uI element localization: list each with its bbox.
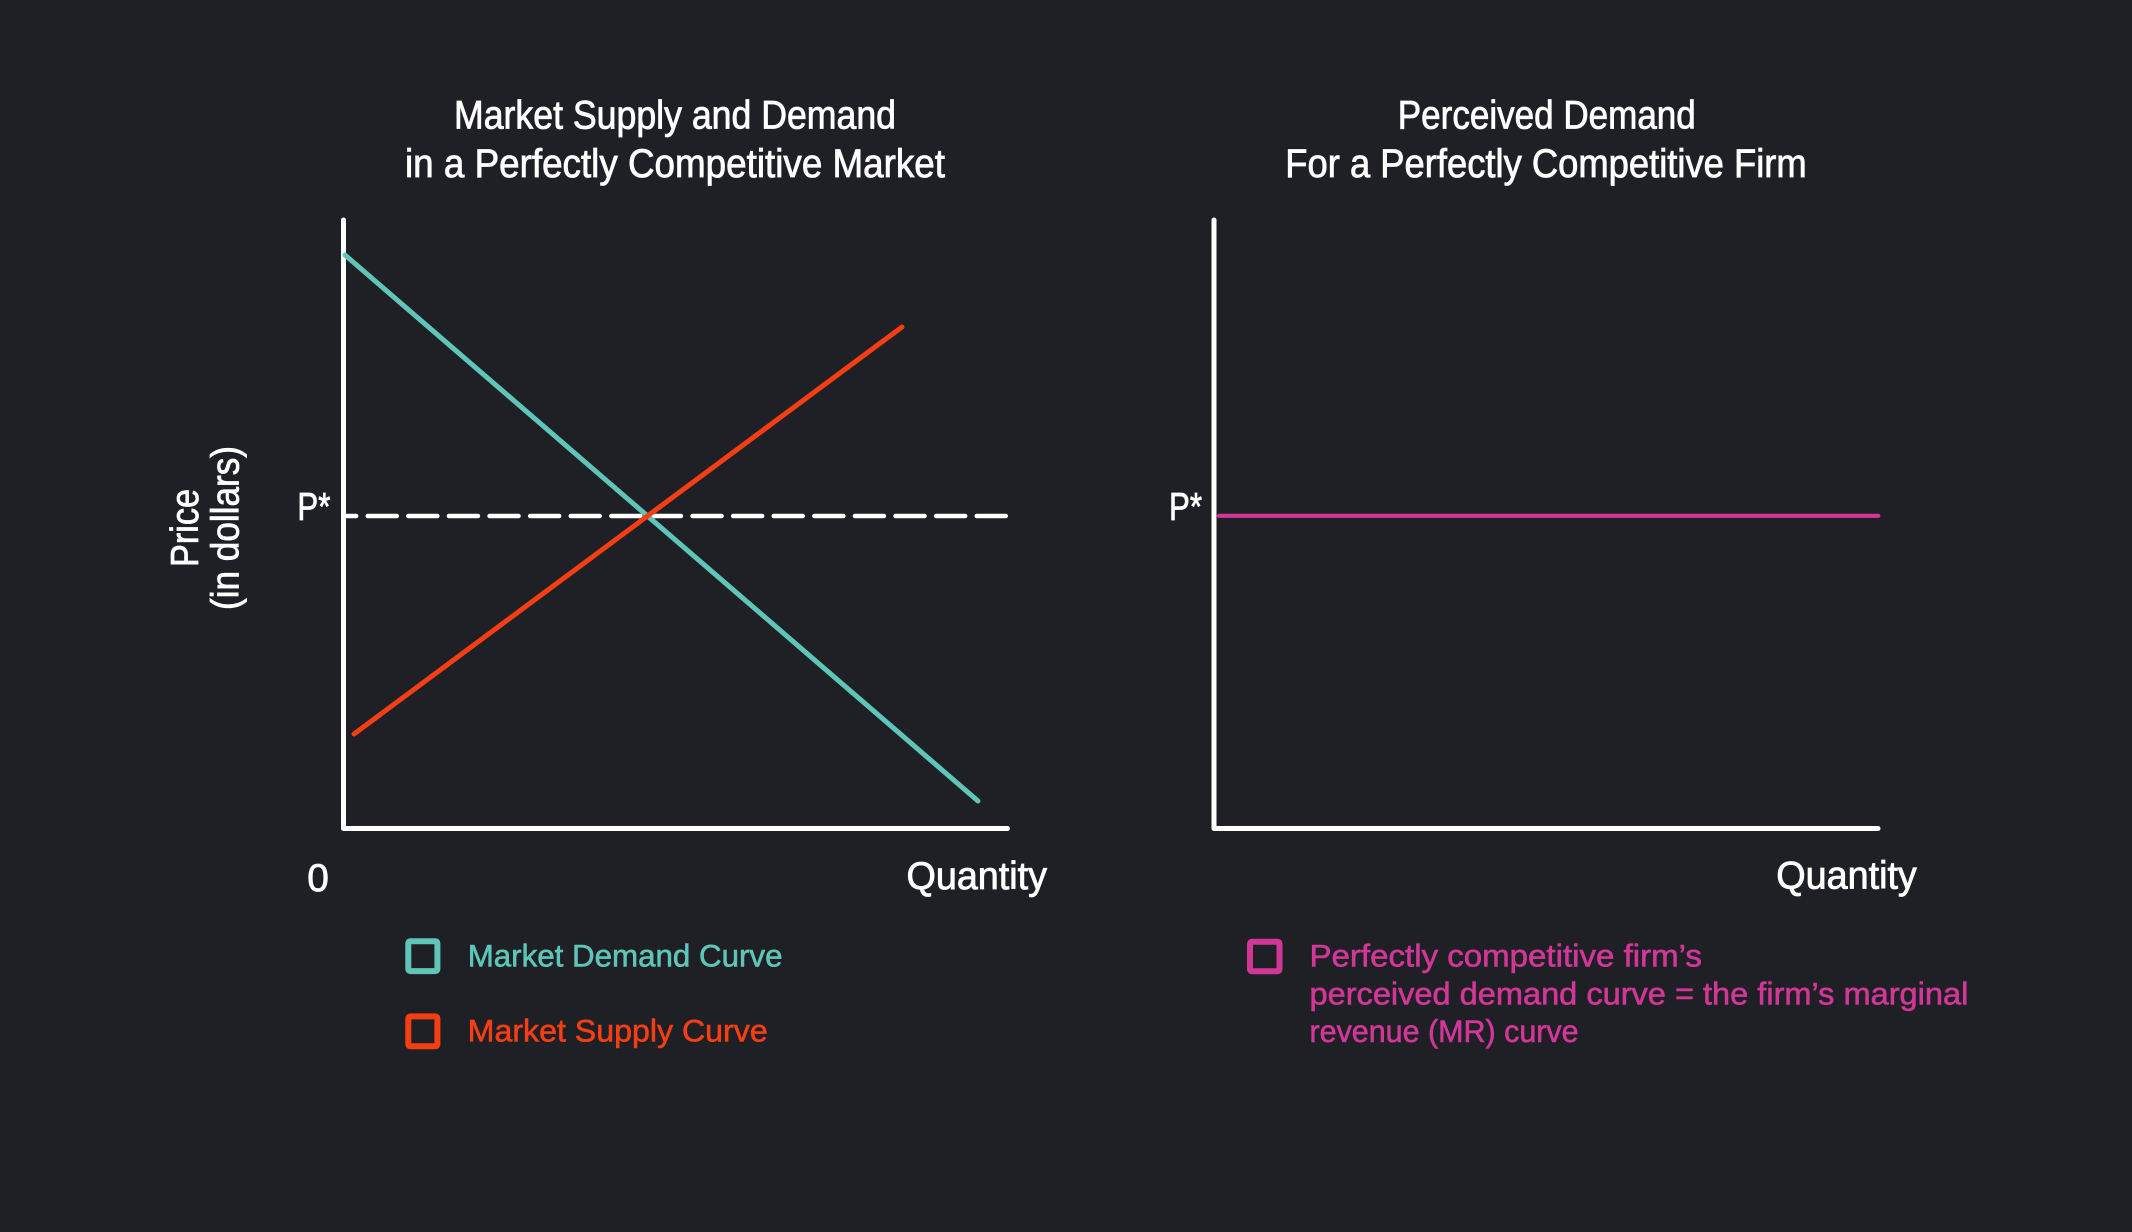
svg-text:in a Perfectly Competitive Mar: in a Perfectly Competitive Market (405, 142, 945, 186)
svg-text:P*: P* (297, 486, 330, 529)
svg-text:Market Supply and Demand: Market Supply and Demand (454, 93, 896, 137)
svg-text:Market Demand Curve: Market Demand Curve (468, 938, 783, 973)
svg-text:perceived demand curve = the f: perceived demand curve = the firm’s marg… (1310, 976, 1969, 1011)
svg-text:Market Supply Curve: Market Supply Curve (468, 1014, 768, 1049)
svg-text:Perceived Demand: Perceived Demand (1398, 93, 1696, 137)
svg-text:0: 0 (307, 857, 329, 900)
svg-text:P*: P* (1169, 486, 1202, 529)
svg-text:Quantity: Quantity (1776, 855, 1917, 898)
svg-text:Perfectly competitive firm’s: Perfectly competitive firm’s (1310, 938, 1702, 973)
svg-text:Price: Price (164, 489, 207, 567)
svg-text:For a Perfectly Competitive Fi: For a Perfectly Competitive Firm (1285, 142, 1806, 186)
svg-text:revenue (MR) curve: revenue (MR) curve (1310, 1014, 1579, 1049)
svg-text:(in dollars): (in dollars) (205, 446, 248, 610)
svg-text:Quantity: Quantity (907, 855, 1048, 898)
